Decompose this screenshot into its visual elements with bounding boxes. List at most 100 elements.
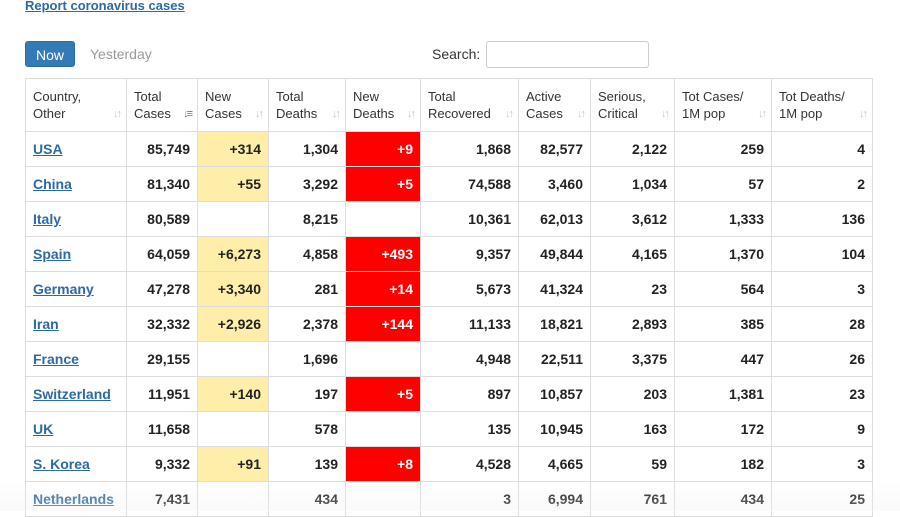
cell-tot-deaths-per-1m: 2 — [771, 166, 873, 202]
cell-tot-cases-per-1m: 564 — [674, 271, 772, 307]
country-link[interactable]: UK — [33, 421, 54, 437]
sort-arrows-icon: ↓↑ — [758, 108, 767, 120]
search-input[interactable] — [486, 41, 649, 68]
cell-new-deaths — [345, 341, 421, 377]
cell-active-cases: 41,324 — [518, 271, 591, 307]
cell-serious-critical: 3,612 — [590, 201, 675, 237]
cell-new-deaths: +5 — [345, 166, 421, 202]
column-header-label: Cases — [205, 106, 242, 121]
cell-tot-cases-per-1m: 1,370 — [674, 236, 772, 272]
cell-tot-deaths-per-1m: 136 — [771, 201, 873, 237]
table-header-row: Country, Other ↓↑ Total Cases ↓≡ New Cases ↓↑ Tot… — [25, 78, 873, 132]
cell-country: UK — [25, 411, 127, 447]
column-header-new-cases[interactable]: New Cases ↓↑ — [197, 78, 269, 132]
column-header-label: Serious, — [598, 89, 646, 104]
coronavirus-cases-table: Country, Other ↓↑ Total Cases ↓≡ New Cases ↓↑ Tot… — [25, 78, 873, 517]
column-header-total-deaths[interactable]: Total Deaths ↓↑ — [268, 78, 346, 132]
cell-tot-deaths-per-1m: 104 — [771, 236, 873, 272]
country-link[interactable]: USA — [33, 141, 63, 157]
cell-new-deaths: +9 — [345, 131, 421, 167]
now-tab-button[interactable]: Now — [25, 41, 75, 67]
cell-new-cases — [197, 411, 269, 447]
cell-country: France — [25, 341, 127, 377]
table-row: Switzerland 11,951 +140 197 +5 897 10,857 203 1,… — [25, 376, 873, 412]
cell-tot-deaths-per-1m: 3 — [771, 271, 873, 307]
country-link[interactable]: Germany — [33, 281, 94, 297]
cell-active-cases: 49,844 — [518, 236, 591, 272]
cell-tot-cases-per-1m: 434 — [674, 481, 772, 517]
cell-total-recovered: 9,357 — [420, 236, 519, 272]
column-header-label: Deaths — [353, 106, 395, 121]
country-link[interactable]: China — [33, 176, 72, 192]
cell-serious-critical: 3,375 — [590, 341, 675, 377]
cell-total-cases: 81,340 — [126, 166, 198, 202]
cell-new-deaths — [345, 481, 421, 517]
country-link[interactable]: Italy — [33, 211, 62, 227]
cell-total-cases: 32,332 — [126, 306, 198, 342]
sort-arrows-icon: ↓↑ — [577, 108, 586, 120]
country-link[interactable]: S. Korea — [33, 456, 90, 472]
table-row: USA 85,749 +314 1,304 +9 1,868 82,577 2,122 259 4 — [25, 131, 873, 167]
sort-arrows-icon: ↓≡ — [183, 108, 193, 120]
cell-tot-deaths-per-1m: 25 — [771, 481, 873, 517]
table-row: Iran 32,332 +2,926 2,378 +144 11,133 18,821 2,8… — [25, 306, 873, 342]
cell-total-recovered: 135 — [420, 411, 519, 447]
cell-new-deaths: +8 — [345, 446, 421, 482]
column-header-tot-cases-per-1m[interactable]: Tot Cases/1M pop ↓↑ — [674, 78, 772, 132]
cell-total-cases: 29,155 — [126, 341, 198, 377]
column-header-new-deaths[interactable]: New Deaths ↓↑ — [345, 78, 421, 132]
cell-total-deaths: 4,858 — [268, 236, 346, 272]
column-header-active-cases[interactable]: Active Cases ↓↑ — [518, 78, 591, 132]
cell-active-cases: 10,857 — [518, 376, 591, 412]
cell-country: Netherlands — [25, 481, 127, 517]
column-header-total-recovered[interactable]: Total Recovered ↓↑ — [420, 78, 519, 132]
column-header-label: Other — [33, 106, 66, 121]
cell-tot-cases-per-1m: 57 — [674, 166, 772, 202]
cell-total-cases: 85,749 — [126, 131, 198, 167]
cell-serious-critical: 2,893 — [590, 306, 675, 342]
column-header-label: New — [205, 89, 232, 104]
table-row: China 81,340 +55 3,292 +5 74,588 3,460 1,034 57 2 — [25, 166, 873, 202]
cell-total-deaths: 1,304 — [268, 131, 346, 167]
cell-new-cases: +6,273 — [197, 236, 269, 272]
yesterday-tab[interactable]: Yesterday — [90, 46, 152, 62]
column-header-serious-critical[interactable]: Serious, Critical ↓↑ — [590, 78, 675, 132]
column-header-tot-deaths-per-1m[interactable]: Tot Deaths/1M pop ↓↑ — [771, 78, 873, 132]
column-header-total-cases[interactable]: Total Cases ↓≡ — [126, 78, 198, 132]
cell-active-cases: 4,665 — [518, 446, 591, 482]
cell-new-deaths — [345, 201, 421, 237]
country-link[interactable]: France — [33, 351, 79, 367]
country-link[interactable]: Switzerland — [33, 386, 111, 402]
cell-total-recovered: 11,133 — [420, 306, 519, 342]
table-row: UK 11,658 578 135 10,945 163 172 9 — [25, 411, 873, 447]
column-header-country[interactable]: Country, Other ↓↑ — [25, 78, 127, 132]
cell-active-cases: 10,945 — [518, 411, 591, 447]
cell-active-cases: 3,460 — [518, 166, 591, 202]
cell-country: USA — [25, 131, 127, 167]
cell-total-recovered: 897 — [420, 376, 519, 412]
country-link[interactable]: Netherlands — [33, 491, 114, 507]
column-header-label: Cases — [526, 106, 563, 121]
cell-active-cases: 6,994 — [518, 481, 591, 517]
sort-arrows-icon: ↓↑ — [255, 108, 264, 120]
report-cases-link[interactable]: Report coronavirus cases — [25, 0, 185, 13]
cell-total-deaths: 1,696 — [268, 341, 346, 377]
cell-tot-deaths-per-1m: 3 — [771, 446, 873, 482]
column-header-label: Country, — [33, 89, 82, 104]
column-header-label: Critical — [598, 106, 638, 121]
cell-total-recovered: 3 — [420, 481, 519, 517]
cell-tot-cases-per-1m: 447 — [674, 341, 772, 377]
cell-country: Spain — [25, 236, 127, 272]
cell-country: China — [25, 166, 127, 202]
cell-new-cases — [197, 481, 269, 517]
country-link[interactable]: Iran — [33, 316, 59, 332]
cell-total-cases: 47,278 — [126, 271, 198, 307]
table-body: USA 85,749 +314 1,304 +9 1,868 82,577 2,122 259 4… — [25, 131, 873, 517]
search-label: Search: — [432, 46, 481, 62]
cell-total-recovered: 1,868 — [420, 131, 519, 167]
cell-new-cases: +91 — [197, 446, 269, 482]
country-link[interactable]: Spain — [33, 246, 72, 262]
cell-total-recovered: 5,673 — [420, 271, 519, 307]
cell-new-cases — [197, 201, 269, 237]
cell-total-deaths: 434 — [268, 481, 346, 517]
